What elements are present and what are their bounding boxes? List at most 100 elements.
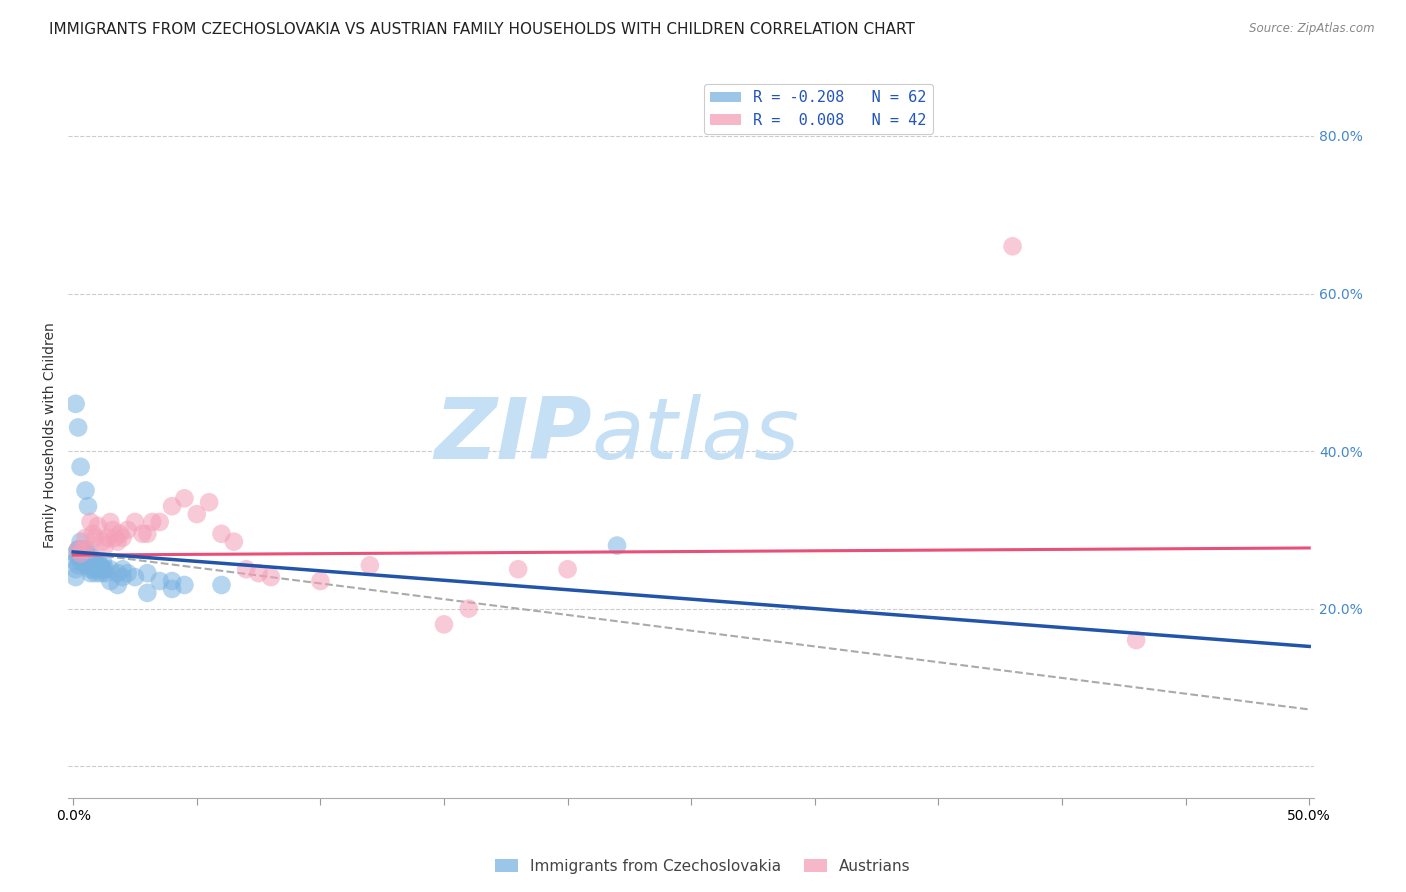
Point	[87, 562, 110, 576]
Point	[222, 534, 245, 549]
Point	[186, 507, 208, 521]
Point	[82, 550, 104, 565]
Point	[72, 546, 94, 560]
Point	[84, 558, 107, 573]
Point	[82, 526, 104, 541]
Point	[91, 554, 114, 568]
Point	[107, 578, 129, 592]
Point	[211, 526, 233, 541]
Point	[108, 526, 131, 541]
Point	[91, 562, 114, 576]
Point	[107, 534, 129, 549]
Point	[606, 539, 628, 553]
Point	[67, 558, 90, 573]
Point	[72, 542, 94, 557]
Point	[124, 515, 146, 529]
Point	[94, 566, 117, 581]
Point	[77, 546, 100, 560]
Point	[149, 574, 172, 588]
Point	[136, 566, 159, 581]
Point	[260, 570, 283, 584]
Point	[107, 566, 129, 581]
Point	[84, 566, 107, 581]
Point	[79, 515, 101, 529]
Legend: Immigrants from Czechoslovakia, Austrians: Immigrants from Czechoslovakia, Austrian…	[489, 853, 917, 880]
Point	[77, 500, 100, 514]
Y-axis label: Family Households with Children: Family Households with Children	[44, 322, 58, 549]
Point	[75, 483, 97, 498]
Point	[508, 562, 530, 576]
Point	[65, 562, 87, 576]
Point	[457, 601, 479, 615]
Point	[87, 554, 110, 568]
Text: IMMIGRANTS FROM CZECHOSLOVAKIA VS AUSTRIAN FAMILY HOUSEHOLDS WITH CHILDREN CORRE: IMMIGRANTS FROM CZECHOSLOVAKIA VS AUSTRI…	[49, 22, 915, 37]
Point	[557, 562, 579, 576]
Point	[173, 578, 195, 592]
Point	[75, 531, 97, 545]
Text: Source: ZipAtlas.com: Source: ZipAtlas.com	[1250, 22, 1375, 36]
Point	[198, 495, 221, 509]
Point	[69, 534, 91, 549]
Point	[69, 459, 91, 474]
Point	[111, 531, 134, 545]
Point	[101, 523, 124, 537]
Point	[136, 526, 159, 541]
Point	[91, 534, 114, 549]
Text: ZIP: ZIP	[434, 394, 592, 477]
Point	[77, 558, 100, 573]
Point	[98, 562, 121, 576]
Point	[1001, 239, 1024, 253]
Point	[111, 570, 134, 584]
Point	[97, 531, 120, 545]
Point	[160, 574, 183, 588]
Point	[1125, 633, 1147, 648]
Point	[89, 566, 111, 581]
Point	[173, 491, 195, 506]
Point	[77, 550, 100, 565]
Point	[67, 420, 90, 434]
Point	[89, 558, 111, 573]
Point	[84, 531, 107, 545]
Point	[104, 531, 127, 545]
Point	[69, 546, 91, 560]
Legend: R = -0.208   N = 62, R =  0.008   N = 42: R = -0.208 N = 62, R = 0.008 N = 42	[704, 84, 932, 134]
Point	[87, 519, 110, 533]
Point	[117, 566, 139, 581]
Point	[141, 515, 163, 529]
Point	[67, 542, 90, 557]
Point	[67, 550, 90, 565]
Point	[309, 574, 332, 588]
Point	[69, 546, 91, 560]
Point	[117, 523, 139, 537]
Point	[65, 554, 87, 568]
Point	[75, 550, 97, 565]
Point	[149, 515, 172, 529]
Point	[72, 542, 94, 557]
Point	[75, 554, 97, 568]
Point	[94, 539, 117, 553]
Point	[72, 554, 94, 568]
Point	[235, 562, 257, 576]
Point	[111, 562, 134, 576]
Point	[160, 582, 183, 596]
Point	[67, 542, 90, 557]
Point	[124, 570, 146, 584]
Point	[82, 562, 104, 576]
Point	[136, 586, 159, 600]
Point	[67, 542, 90, 557]
Point	[84, 554, 107, 568]
Point	[131, 526, 153, 541]
Point	[79, 562, 101, 576]
Point	[65, 397, 87, 411]
Point	[65, 546, 87, 560]
Text: atlas: atlas	[592, 394, 800, 477]
Point	[69, 550, 91, 565]
Point	[94, 562, 117, 576]
Point	[160, 500, 183, 514]
Point	[75, 542, 97, 557]
Point	[98, 515, 121, 529]
Point	[65, 570, 87, 584]
Point	[98, 574, 121, 588]
Point	[77, 542, 100, 557]
Point	[247, 566, 270, 581]
